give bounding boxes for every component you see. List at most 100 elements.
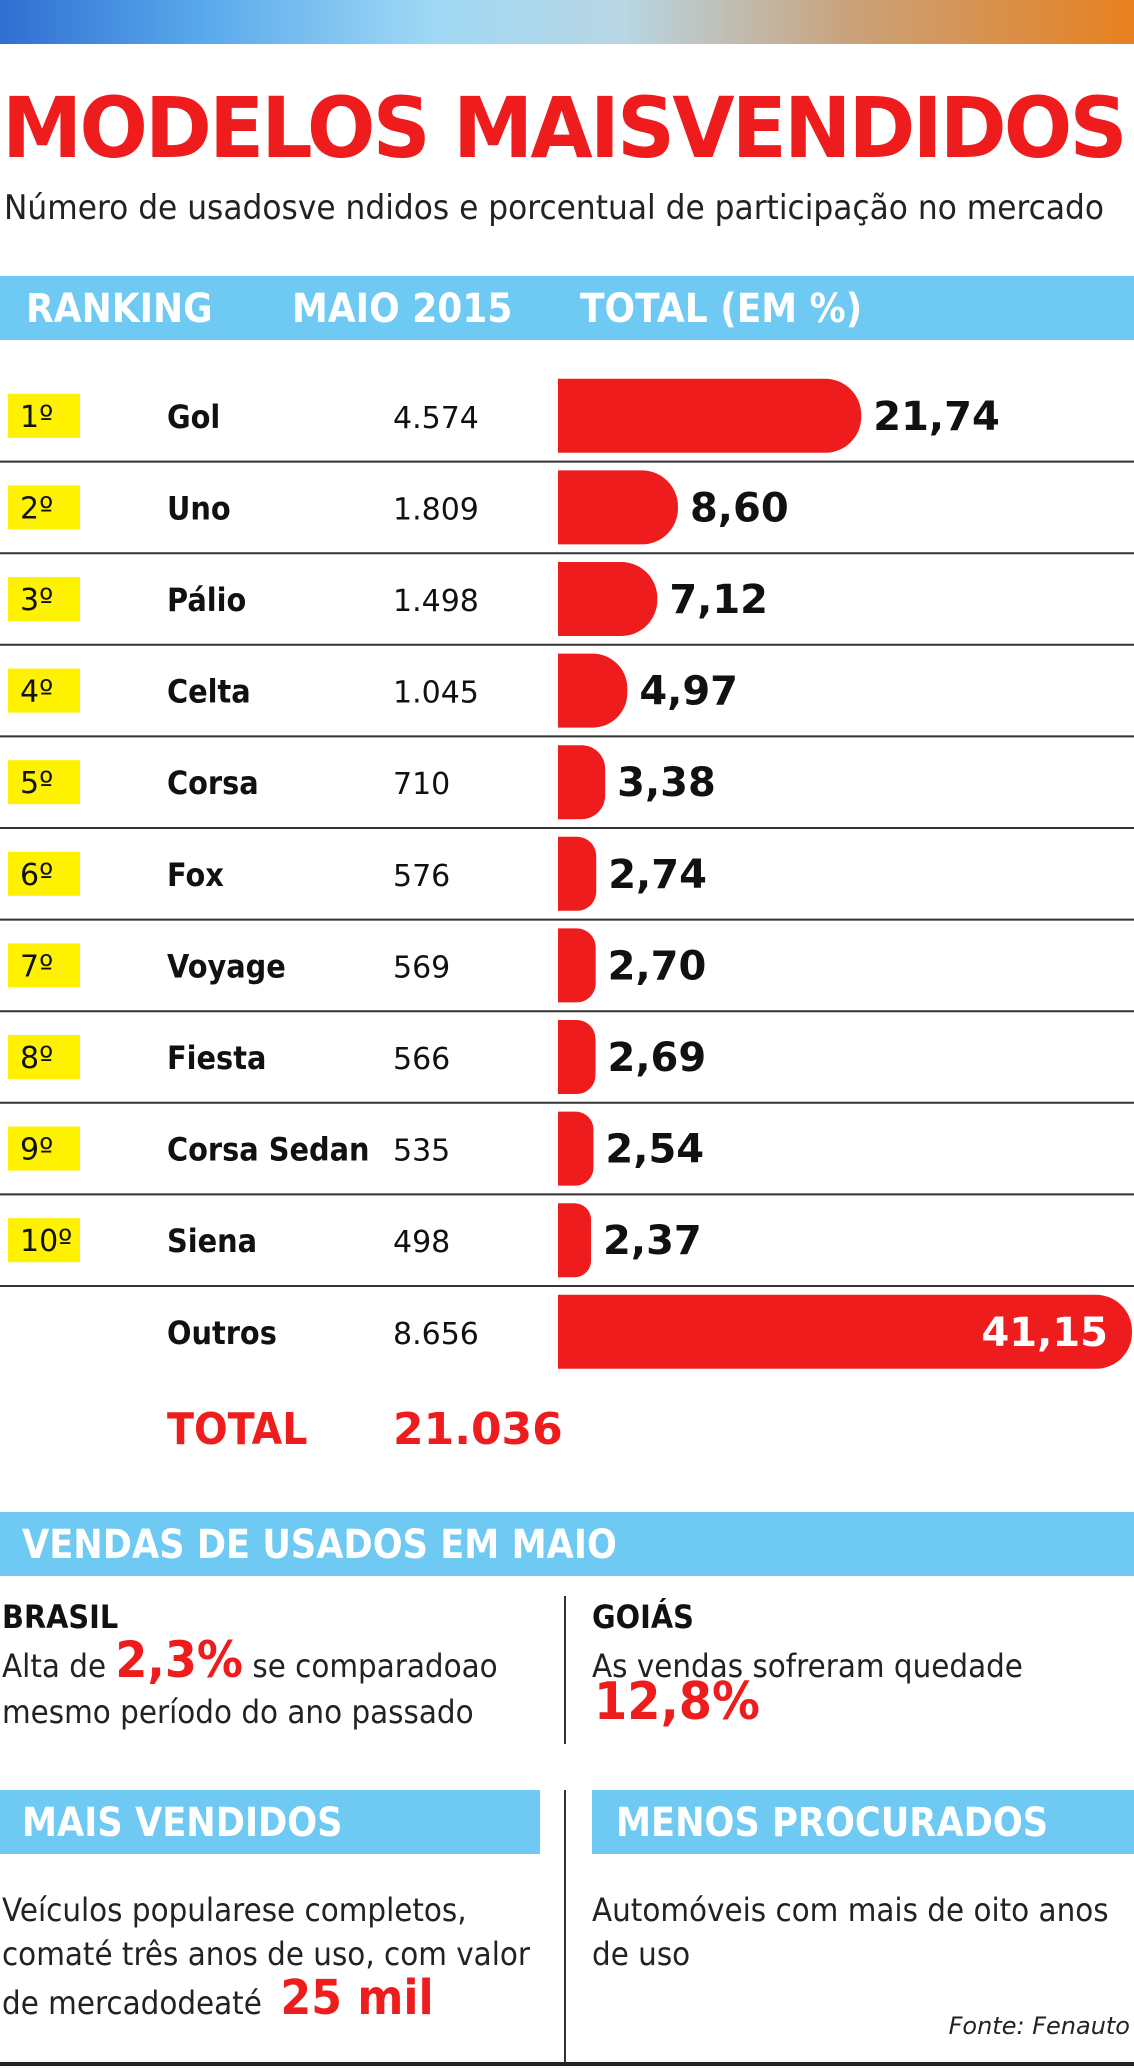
rank-badge <box>8 1218 80 1263</box>
rank-badge <box>8 668 80 713</box>
mais-vendidos-highlight: 25 mil <box>280 1970 434 2026</box>
top-gradient-bar <box>0 0 1134 44</box>
vendas-title: VENDAS DE USADOS EM MAIO <box>22 1522 617 1568</box>
data-label: 3,38 <box>617 760 716 806</box>
total-label: TOTAL <box>167 1404 308 1455</box>
data-label: 2,37 <box>603 1218 702 1264</box>
model-name: Fiesta <box>167 1041 266 1078</box>
rank-badge <box>8 485 80 530</box>
menos-procurados-title: MENOS PROCURADOS <box>616 1800 1049 1846</box>
model-name: Siena <box>167 1224 257 1261</box>
rank-label: 9º <box>20 1133 53 1168</box>
rank-badge <box>8 851 80 896</box>
rank-label: 3º <box>20 583 53 618</box>
bar <box>558 470 678 545</box>
units-sold: 1.809 <box>393 492 479 527</box>
data-label: 7,12 <box>669 577 768 623</box>
chart-title: MODELOS MAISVENDIDOS <box>2 79 1128 177</box>
units-sold: 498 <box>393 1225 450 1260</box>
chart-subtitle: Número de usadosve ndidos e porcentual d… <box>4 188 1105 228</box>
header-ranking: RANKING <box>26 286 213 332</box>
bar <box>558 1294 1132 1369</box>
rank-label: 5º <box>20 766 53 801</box>
table-header: RANKING MAIO 2015 TOTAL (EM %) <box>0 276 1134 340</box>
mais-vendidos-title: MAIS VENDIDOS <box>22 1800 343 1846</box>
data-label: 2,69 <box>608 1035 707 1081</box>
brasil-text-post: se comparadoao <box>242 1647 498 1685</box>
rank-badge <box>8 1035 80 1079</box>
rank-label: 7º <box>20 949 53 984</box>
header-total: TOTAL (EM %) <box>580 286 863 332</box>
model-name: Corsa Sedan <box>167 1132 370 1169</box>
mais-vendidos-line3-text: de mercadodeaté <box>2 1984 262 2022</box>
units-sold: 8.656 <box>393 1317 479 1352</box>
brasil-label: BRASIL <box>2 1598 119 1636</box>
bar <box>558 1203 592 1278</box>
mais-vendidos-header: MAIS VENDIDOS <box>0 1790 540 1854</box>
units-sold: 710 <box>393 767 450 802</box>
bar <box>558 653 628 728</box>
bar <box>558 928 596 1003</box>
rank-badge <box>8 577 80 621</box>
model-name: Fox <box>167 857 224 894</box>
menos-procurados-line2: de uso <box>592 1935 691 1973</box>
bar <box>558 562 658 636</box>
bar <box>558 745 606 820</box>
units-sold: 1.498 <box>393 584 479 619</box>
rank-label: 6º <box>20 858 53 893</box>
rank-badge <box>8 1126 80 1171</box>
mais-vendidos-line3: de mercadodeaté 25 mil <box>2 1974 434 2025</box>
ranking-bar-chart: 1º Gol 4.574 21,74 2º Uno 1.809 8,60 3º Pálio 1.49… <box>0 378 1134 1369</box>
data-label: 41,15 <box>981 1310 1108 1356</box>
goias-highlight: 12,8% <box>594 1672 760 1732</box>
units-sold: 535 <box>393 1134 450 1169</box>
rank-badge <box>8 943 80 988</box>
brasil-highlight: 2,3% <box>115 1631 243 1689</box>
header-month: MAIO 2015 <box>292 286 513 332</box>
rank-label: 10º <box>20 1224 72 1259</box>
model-name: Uno <box>167 491 231 528</box>
rank-label: 2º <box>20 491 53 526</box>
units-sold: 566 <box>393 1042 450 1077</box>
data-label: 2,74 <box>608 852 707 898</box>
menos-procurados-line1: Automóveis com mais de oito anos <box>592 1891 1109 1929</box>
data-label: 21,74 <box>873 394 1000 440</box>
units-sold: 4.574 <box>393 401 479 436</box>
brasil-text-pre: Alta de <box>2 1647 116 1685</box>
total-value: 21.036 <box>393 1404 563 1455</box>
units-sold: 576 <box>393 859 450 894</box>
rank-label: 4º <box>20 675 53 710</box>
brasil-text: Alta de 2,3% se comparadoao <box>2 1635 498 1688</box>
vendas-divider <box>564 1596 566 1744</box>
model-name: Corsa <box>167 766 259 803</box>
units-sold: 1.045 <box>393 676 479 711</box>
bar <box>558 378 862 453</box>
model-name: Voyage <box>167 949 286 986</box>
rank-label: 8º <box>20 1041 53 1076</box>
goias-label: GOIÁS <box>592 1598 694 1636</box>
source-note: Fonte: Fenauto <box>948 2012 1130 2040</box>
menos-procurados-header: MENOS PROCURADOS <box>592 1790 1134 1854</box>
goias-text: As vendas sofreram quedade <box>592 1647 1023 1685</box>
model-name: Pálio <box>167 583 246 620</box>
model-name: Celta <box>167 674 251 711</box>
bar <box>558 1111 594 1186</box>
data-label: 2,70 <box>608 943 707 989</box>
model-name: Gol <box>167 399 220 436</box>
bar <box>558 1020 596 1094</box>
vendas-section-header: VENDAS DE USADOS EM MAIO <box>0 1512 1134 1576</box>
mais-vendidos-line2: comaté três anos de uso, com valor <box>2 1935 531 1973</box>
rank-badge <box>8 393 80 438</box>
bottom-divider <box>564 1790 566 2064</box>
mais-vendidos-line1: Veículos popularese completos, <box>2 1891 467 1929</box>
rank-label: 1º <box>20 400 53 435</box>
brasil-text-line2: mesmo período do ano passado <box>2 1693 474 1731</box>
bottom-rule <box>0 2062 1134 2066</box>
data-label: 2,54 <box>605 1127 704 1173</box>
data-label: 8,60 <box>690 485 789 531</box>
model-name: Outros <box>167 1315 277 1352</box>
bar <box>558 836 597 911</box>
data-label: 4,97 <box>639 669 738 715</box>
rank-badge <box>8 760 80 805</box>
units-sold: 569 <box>393 950 450 985</box>
